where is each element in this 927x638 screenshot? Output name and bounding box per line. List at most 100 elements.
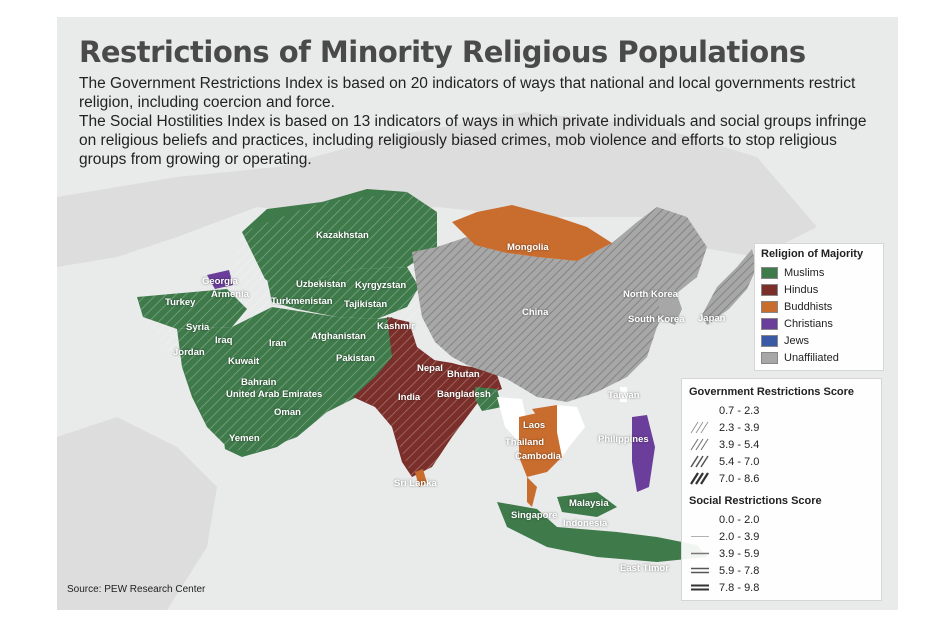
label-united-arab-emirates: United Arab Emirates — [226, 389, 323, 400]
region-china-hatch — [412, 207, 707, 402]
social-legend-title: Social Restrictions Score — [689, 495, 822, 507]
legend-item-label: Hindus — [784, 283, 819, 296]
label-iran: Iran — [269, 338, 287, 349]
social-score-label: 3.9 - 5.9 — [719, 547, 760, 560]
label-cambodia: Cambodia — [515, 451, 561, 462]
religion-legend-title: Religion of Majority — [761, 248, 864, 260]
social-pattern-4 — [691, 584, 709, 591]
legend-item-label: Christians — [784, 317, 833, 330]
gov-score-label: 0.7 - 2.3 — [719, 404, 760, 417]
label-pakistan: Pakistan — [336, 353, 376, 364]
label-singapore: Singapore — [511, 510, 558, 521]
label-india: India — [398, 392, 421, 403]
legend-item-buddhists: Buddhists — [761, 298, 883, 315]
social-score-row: 5.9 - 7.8 — [689, 562, 881, 579]
legend-item-label: Unaffiliated — [784, 351, 839, 364]
gov-score-row: 0.7 - 2.3 — [689, 402, 881, 419]
social-index-description: The Social Hostilities Index is based on… — [79, 113, 867, 168]
legend-item-label: Muslims — [784, 266, 825, 279]
label-taiwan: Taiwan — [608, 390, 640, 401]
social-pattern-3 — [691, 567, 709, 574]
label-uzbekistan: Uzbekistan — [296, 279, 347, 290]
label-georgia: Georgia — [202, 276, 238, 287]
gov-score-label: 5.4 - 7.0 — [719, 455, 760, 468]
gov-pattern-0 — [689, 404, 711, 417]
region-japan-hatch — [702, 249, 757, 325]
label-bhutan: Bhutan — [447, 369, 480, 380]
map-frame: Restrictions of Minority Religious Popul… — [57, 17, 898, 610]
gov-score-label: 7.0 - 8.6 — [719, 472, 760, 485]
label-kazakhstan: Kazakhstan — [316, 230, 369, 241]
social-pattern-2 — [691, 552, 709, 555]
swatch-muslims — [761, 266, 778, 279]
social-score-label: 5.9 - 7.8 — [719, 564, 760, 577]
label-indonesia: Indonesia — [563, 518, 608, 529]
swatch-christians — [761, 317, 778, 330]
label-south-korea: South Korea — [628, 314, 685, 325]
gov-pattern-4 — [690, 472, 709, 485]
label-bangladesh: Bangladesh — [437, 389, 491, 400]
description: The Government Restrictions Index is bas… — [79, 74, 879, 169]
legend-item-muslims: Muslims — [761, 264, 883, 281]
label-malaysia: Malaysia — [569, 498, 609, 509]
social-score-label: 2.0 - 3.9 — [719, 530, 760, 543]
label-syria: Syria — [186, 322, 210, 333]
label-thailand: Thailand — [505, 437, 545, 448]
label-iraq: Iraq — [215, 335, 233, 346]
gov-pattern-2 — [690, 438, 709, 451]
social-score-label: 7.8 - 9.8 — [719, 581, 760, 594]
label-kuwait: Kuwait — [228, 356, 260, 367]
gov-score-row: 7.0 - 8.6 — [689, 470, 881, 487]
label-bahrain: Bahrain — [241, 377, 277, 388]
gov-pattern-3 — [690, 455, 709, 468]
label-north-korea: North Korea — [623, 289, 678, 300]
gov-score-row: 3.9 - 5.4 — [689, 436, 881, 453]
label-jordan: Jordan — [173, 347, 205, 358]
social-score-row: 3.9 - 5.9 — [689, 545, 881, 562]
region-vietnam — [557, 405, 585, 457]
label-mongolia: Mongolia — [507, 242, 549, 253]
region-mongolia — [452, 205, 612, 261]
label-turkmenistan: Turkmenistan — [271, 296, 333, 307]
legend-item-label: Buddhists — [784, 300, 833, 313]
region-indonesia — [497, 502, 707, 562]
label-kashmir: Kashmir — [377, 321, 416, 332]
legend-item-label: Jews — [784, 334, 810, 347]
background-land — [57, 112, 817, 267]
swatch-unaffiliated — [761, 351, 778, 364]
label-armenia: Armenia — [211, 289, 250, 300]
swatch-buddhists — [761, 300, 778, 313]
gov-score-row: 2.3 - 3.9 — [689, 419, 881, 436]
region-caucasus — [207, 270, 233, 289]
label-laos: Laos — [523, 420, 546, 431]
gov-pattern-1 — [690, 421, 709, 434]
region-korea — [657, 289, 682, 325]
label-philippines: Philippines — [598, 434, 649, 445]
social-score-row: 7.8 - 9.8 — [689, 579, 881, 596]
label-kyrgyzstan: Kyrgyzstan — [355, 280, 407, 291]
region-philippines — [632, 415, 655, 492]
label-yemen: Yemen — [229, 433, 260, 444]
page-title: Restrictions of Minority Religious Popul… — [79, 35, 806, 69]
label-turkey: Turkey — [165, 297, 196, 308]
background-land — [57, 417, 217, 610]
label-china: China — [522, 307, 549, 318]
region-peninsula — [527, 477, 537, 507]
label-tajikistan: Tajikistan — [344, 299, 388, 310]
swatch-hindus — [761, 283, 778, 296]
social-pattern-0 — [689, 513, 711, 526]
religion-legend: Religion of Majority Muslims Hindus Budd… — [754, 243, 884, 371]
legend-item-christians: Christians — [761, 315, 883, 332]
region-taiwan — [620, 387, 627, 402]
social-score-label: 0.0 - 2.0 — [719, 513, 760, 526]
label-east-timor: East Timor — [620, 563, 669, 574]
region-hatch-overlay — [137, 192, 502, 477]
label-oman: Oman — [274, 407, 301, 418]
map-canvas — [57, 112, 817, 610]
social-score-row: 2.0 - 3.9 — [689, 528, 881, 545]
label-sri-lanka: Sri Lanka — [394, 478, 437, 489]
label-afghanistan: Afghanistan — [311, 331, 366, 342]
gov-score-label: 3.9 - 5.4 — [719, 438, 760, 451]
swatch-jews — [761, 334, 778, 347]
legend-item-jews: Jews — [761, 332, 883, 349]
